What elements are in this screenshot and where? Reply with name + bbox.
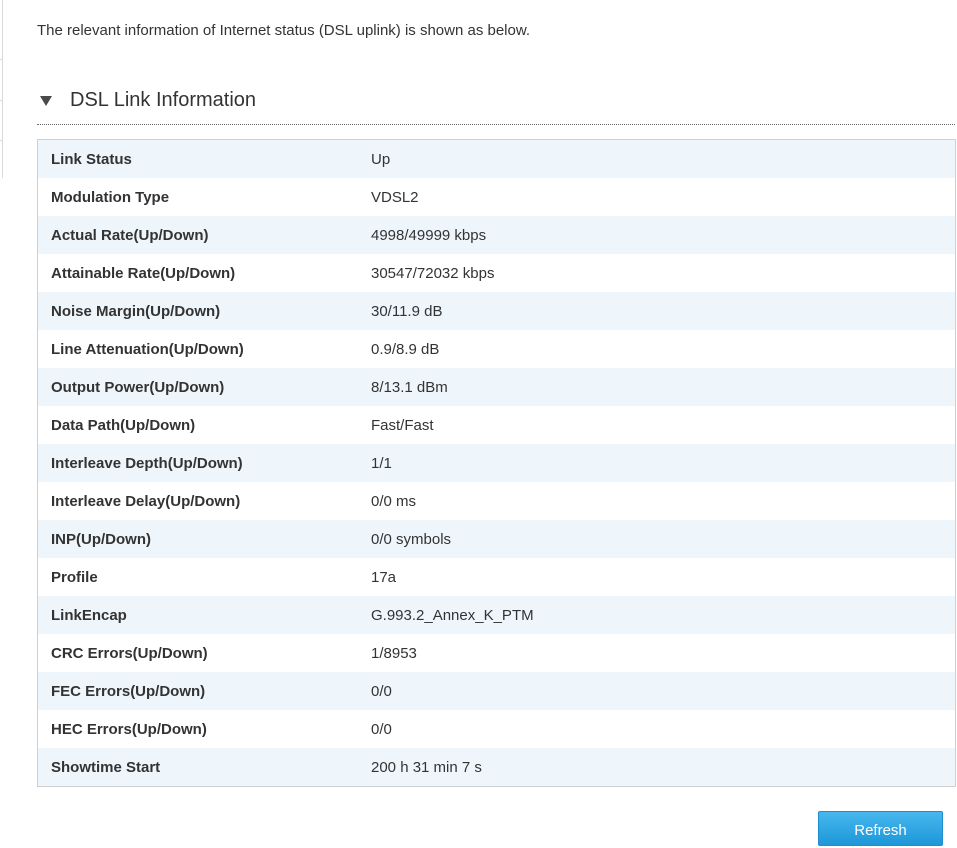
row-label: INP(Up/Down): [51, 530, 151, 548]
table-row: Profile 17a: [38, 558, 955, 596]
refresh-button[interactable]: Refresh: [818, 811, 943, 846]
row-label: CRC Errors(Up/Down): [51, 644, 208, 662]
row-label: LinkEncap: [51, 606, 127, 624]
triangle-down-icon[interactable]: [40, 96, 52, 106]
row-value: 0/0 symbols: [371, 530, 452, 548]
left-edge-tick: [0, 100, 3, 101]
table-row: Actual Rate(Up/Down) 4998/49999 kbps: [38, 216, 955, 254]
table-row: Attainable Rate(Up/Down) 30547/72032 kbp…: [38, 254, 955, 292]
row-value: Fast/Fast: [371, 416, 434, 434]
row-value: 4998/49999 kbps: [371, 226, 487, 244]
dsl-info-table: Link Status Up Modulation Type VDSL2 Act…: [37, 139, 956, 787]
row-value: 8/13.1 dBm: [371, 378, 448, 396]
row-label: Data Path(Up/Down): [51, 416, 196, 434]
left-edge-tick: [0, 59, 3, 60]
section-title: DSL Link Information: [70, 89, 257, 111]
table-row: Showtime Start 200 h 31 min 7 s: [38, 748, 955, 786]
row-value: 0/0: [371, 720, 392, 738]
table-row: Noise Margin(Up/Down) 30/11.9 dB: [38, 292, 955, 330]
table-row: Data Path(Up/Down) Fast/Fast: [38, 406, 955, 444]
row-label: FEC Errors(Up/Down): [51, 682, 206, 700]
row-label: Output Power(Up/Down): [51, 378, 225, 396]
table-row: Line Attenuation(Up/Down) 0.9/8.9 dB: [38, 330, 955, 368]
row-value: 0/0: [371, 682, 392, 700]
table-row: INP(Up/Down) 0/0 symbols: [38, 520, 955, 558]
table-row: Output Power(Up/Down) 8/13.1 dBm: [38, 368, 955, 406]
row-label: Profile: [51, 568, 98, 586]
left-edge-divider: [0, 0, 3, 178]
row-value: 0.9/8.9 dB: [371, 340, 440, 358]
row-value: 17a: [371, 568, 397, 586]
row-label: Interleave Delay(Up/Down): [51, 492, 241, 510]
row-value: G.993.2_Annex_K_PTM: [371, 606, 534, 624]
table-row: FEC Errors(Up/Down) 0/0: [38, 672, 955, 710]
intro-text: The relevant information of Internet sta…: [37, 22, 531, 39]
row-label: Link Status: [51, 150, 132, 168]
left-edge-tick: [0, 140, 3, 141]
table-row: HEC Errors(Up/Down) 0/0: [38, 710, 955, 748]
row-value: 30/11.9 dB: [371, 302, 443, 320]
row-label: Interleave Depth(Up/Down): [51, 454, 243, 472]
row-value: Up: [371, 150, 391, 168]
row-value: 30547/72032 kbps: [371, 264, 495, 282]
row-label: Attainable Rate(Up/Down): [51, 264, 236, 282]
row-label: Actual Rate(Up/Down): [51, 226, 209, 244]
row-label: Modulation Type: [51, 188, 170, 206]
table-row: Interleave Depth(Up/Down) 1/1: [38, 444, 955, 482]
row-label: Showtime Start: [51, 758, 161, 776]
row-value: 1/1: [371, 454, 392, 472]
row-value: VDSL2: [371, 188, 419, 206]
row-label: Line Attenuation(Up/Down): [51, 340, 244, 358]
row-value: 200 h 31 min 7 s: [371, 758, 482, 776]
table-row: Modulation Type VDSL2: [38, 178, 955, 216]
row-label: Noise Margin(Up/Down): [51, 302, 221, 320]
row-label: HEC Errors(Up/Down): [51, 720, 207, 738]
table-row: Interleave Delay(Up/Down) 0/0 ms: [38, 482, 955, 520]
table-row: CRC Errors(Up/Down) 1/8953: [38, 634, 955, 672]
row-value: 1/8953: [371, 644, 417, 662]
table-row: Link Status Up: [38, 140, 955, 178]
table-row: LinkEncap G.993.2_Annex_K_PTM: [38, 596, 955, 634]
row-value: 0/0 ms: [371, 492, 417, 510]
section-header[interactable]: DSL Link Information: [37, 86, 955, 125]
